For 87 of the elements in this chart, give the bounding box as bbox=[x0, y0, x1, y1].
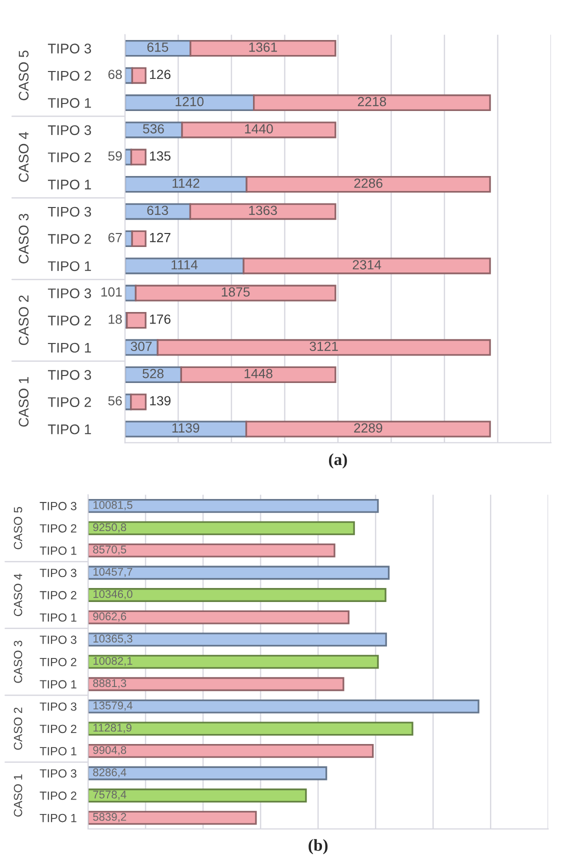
y-tick-label: TIPO 1 bbox=[48, 424, 91, 434]
data-label: 3121 bbox=[310, 342, 338, 352]
y-tick-label: TIPO 3 bbox=[40, 502, 76, 510]
data-label: 68 bbox=[108, 70, 122, 80]
y-tick-label: TIPO 2 bbox=[48, 397, 91, 408]
data-label: 7578,4 bbox=[93, 790, 126, 800]
y-tick-label: TIPO 2 bbox=[40, 591, 76, 600]
data-label: 2218 bbox=[358, 96, 386, 106]
data-label: 1361 bbox=[249, 42, 277, 52]
data-label: 126 bbox=[150, 70, 170, 80]
y-tick-label: TIPO 1 bbox=[40, 546, 76, 555]
y-tick-label: TIPO 1 bbox=[48, 261, 91, 272]
data-label: 536 bbox=[143, 124, 164, 134]
text: CASO 4 bbox=[14, 574, 22, 616]
data-label: 56 bbox=[108, 396, 122, 406]
data-label: 10081,5 bbox=[93, 501, 132, 510]
text: CASO 5 bbox=[18, 50, 29, 100]
y-tick-label: TIPO 3 bbox=[40, 702, 76, 711]
data-label: 13579,4 bbox=[93, 702, 132, 711]
text: CASO 1 bbox=[14, 774, 22, 817]
data-label: 1114 bbox=[172, 260, 198, 270]
y-tick-label: TIPO 3 bbox=[40, 568, 76, 578]
text: CASO 1 bbox=[18, 377, 29, 427]
data-label: 176 bbox=[150, 314, 170, 324]
text: CASO 5 bbox=[14, 507, 22, 550]
y-tick-label: TIPO 3 bbox=[48, 206, 92, 217]
y-tick-label: TIPO 3 bbox=[40, 769, 76, 778]
data-label: 1142 bbox=[172, 178, 200, 188]
y-tick-label: TIPO 2 bbox=[40, 658, 76, 666]
text: (a) bbox=[328, 453, 347, 468]
data-label: 1448 bbox=[244, 368, 272, 378]
data-label: 9062,6 bbox=[93, 612, 126, 622]
y-tick-label: TIPO 2 bbox=[48, 70, 91, 81]
data-label: 1210 bbox=[176, 96, 204, 106]
data-label: 10365,3 bbox=[93, 634, 132, 644]
data-label: 528 bbox=[142, 368, 164, 378]
y-tick-label: TIPO 1 bbox=[40, 814, 76, 822]
data-label: 59 bbox=[108, 151, 122, 161]
data-label: 8570,5 bbox=[93, 546, 126, 555]
data-label: 135 bbox=[150, 151, 170, 161]
data-label: 307 bbox=[130, 342, 152, 352]
data-label: 11281,9 bbox=[93, 724, 132, 733]
y-tick-label: TIPO 1 bbox=[48, 98, 91, 108]
text: CASO 2 bbox=[18, 296, 29, 346]
y-tick-label: TIPO 1 bbox=[48, 180, 91, 190]
data-label: 1440 bbox=[245, 124, 273, 134]
data-label: 139 bbox=[150, 396, 171, 406]
data-label: 67 bbox=[108, 232, 122, 242]
y-tick-label: TIPO 3 bbox=[40, 636, 76, 644]
data-label: 10457,7 bbox=[93, 568, 132, 578]
data-label: 1139 bbox=[172, 423, 200, 433]
text: CASO 4 bbox=[18, 132, 29, 182]
data-label: 9250,8 bbox=[93, 523, 126, 532]
text: CASO 3 bbox=[18, 214, 29, 264]
text: CASO 3 bbox=[14, 640, 22, 683]
y-tick-label: TIPO 2 bbox=[48, 152, 91, 162]
data-label: 18 bbox=[108, 314, 122, 324]
y-tick-label: TIPO 2 bbox=[48, 316, 91, 326]
y-tick-label: TIPO 2 bbox=[40, 724, 76, 734]
data-label: 8286,4 bbox=[93, 768, 126, 778]
y-tick-label: TIPO 3 bbox=[48, 44, 92, 54]
y-tick-label: TIPO 2 bbox=[48, 234, 91, 244]
data-label: 8881,3 bbox=[93, 679, 126, 688]
y-tick-label: TIPO 3 bbox=[48, 370, 92, 380]
y-tick-label: TIPO 1 bbox=[40, 680, 76, 689]
y-tick-label: TIPO 2 bbox=[40, 524, 76, 533]
text: (b) bbox=[308, 839, 328, 854]
y-tick-label: TIPO 1 bbox=[40, 747, 76, 756]
data-label: 2286 bbox=[354, 178, 382, 188]
y-tick-label: TIPO 1 bbox=[48, 342, 91, 353]
data-label: 615 bbox=[147, 42, 168, 52]
data-label: 1875 bbox=[222, 287, 250, 297]
y-tick-label: TIPO 1 bbox=[40, 613, 76, 622]
data-label: 5839,2 bbox=[93, 812, 126, 822]
y-tick-label: TIPO 2 bbox=[40, 792, 76, 800]
data-label: 10346,0 bbox=[93, 590, 132, 600]
y-tick-label: TIPO 3 bbox=[48, 125, 92, 136]
data-label: 2289 bbox=[354, 423, 382, 433]
data-label: 613 bbox=[147, 206, 168, 216]
data-label: 9904,8 bbox=[93, 746, 126, 756]
text: CASO 2 bbox=[14, 708, 22, 750]
data-label: 10082,1 bbox=[93, 656, 132, 666]
data-label: 2314 bbox=[352, 260, 382, 270]
y-tick-label: TIPO 3 bbox=[48, 288, 92, 298]
data-label: 101 bbox=[101, 287, 122, 297]
data-label: 127 bbox=[150, 232, 170, 242]
data-label: 1363 bbox=[249, 206, 277, 216]
